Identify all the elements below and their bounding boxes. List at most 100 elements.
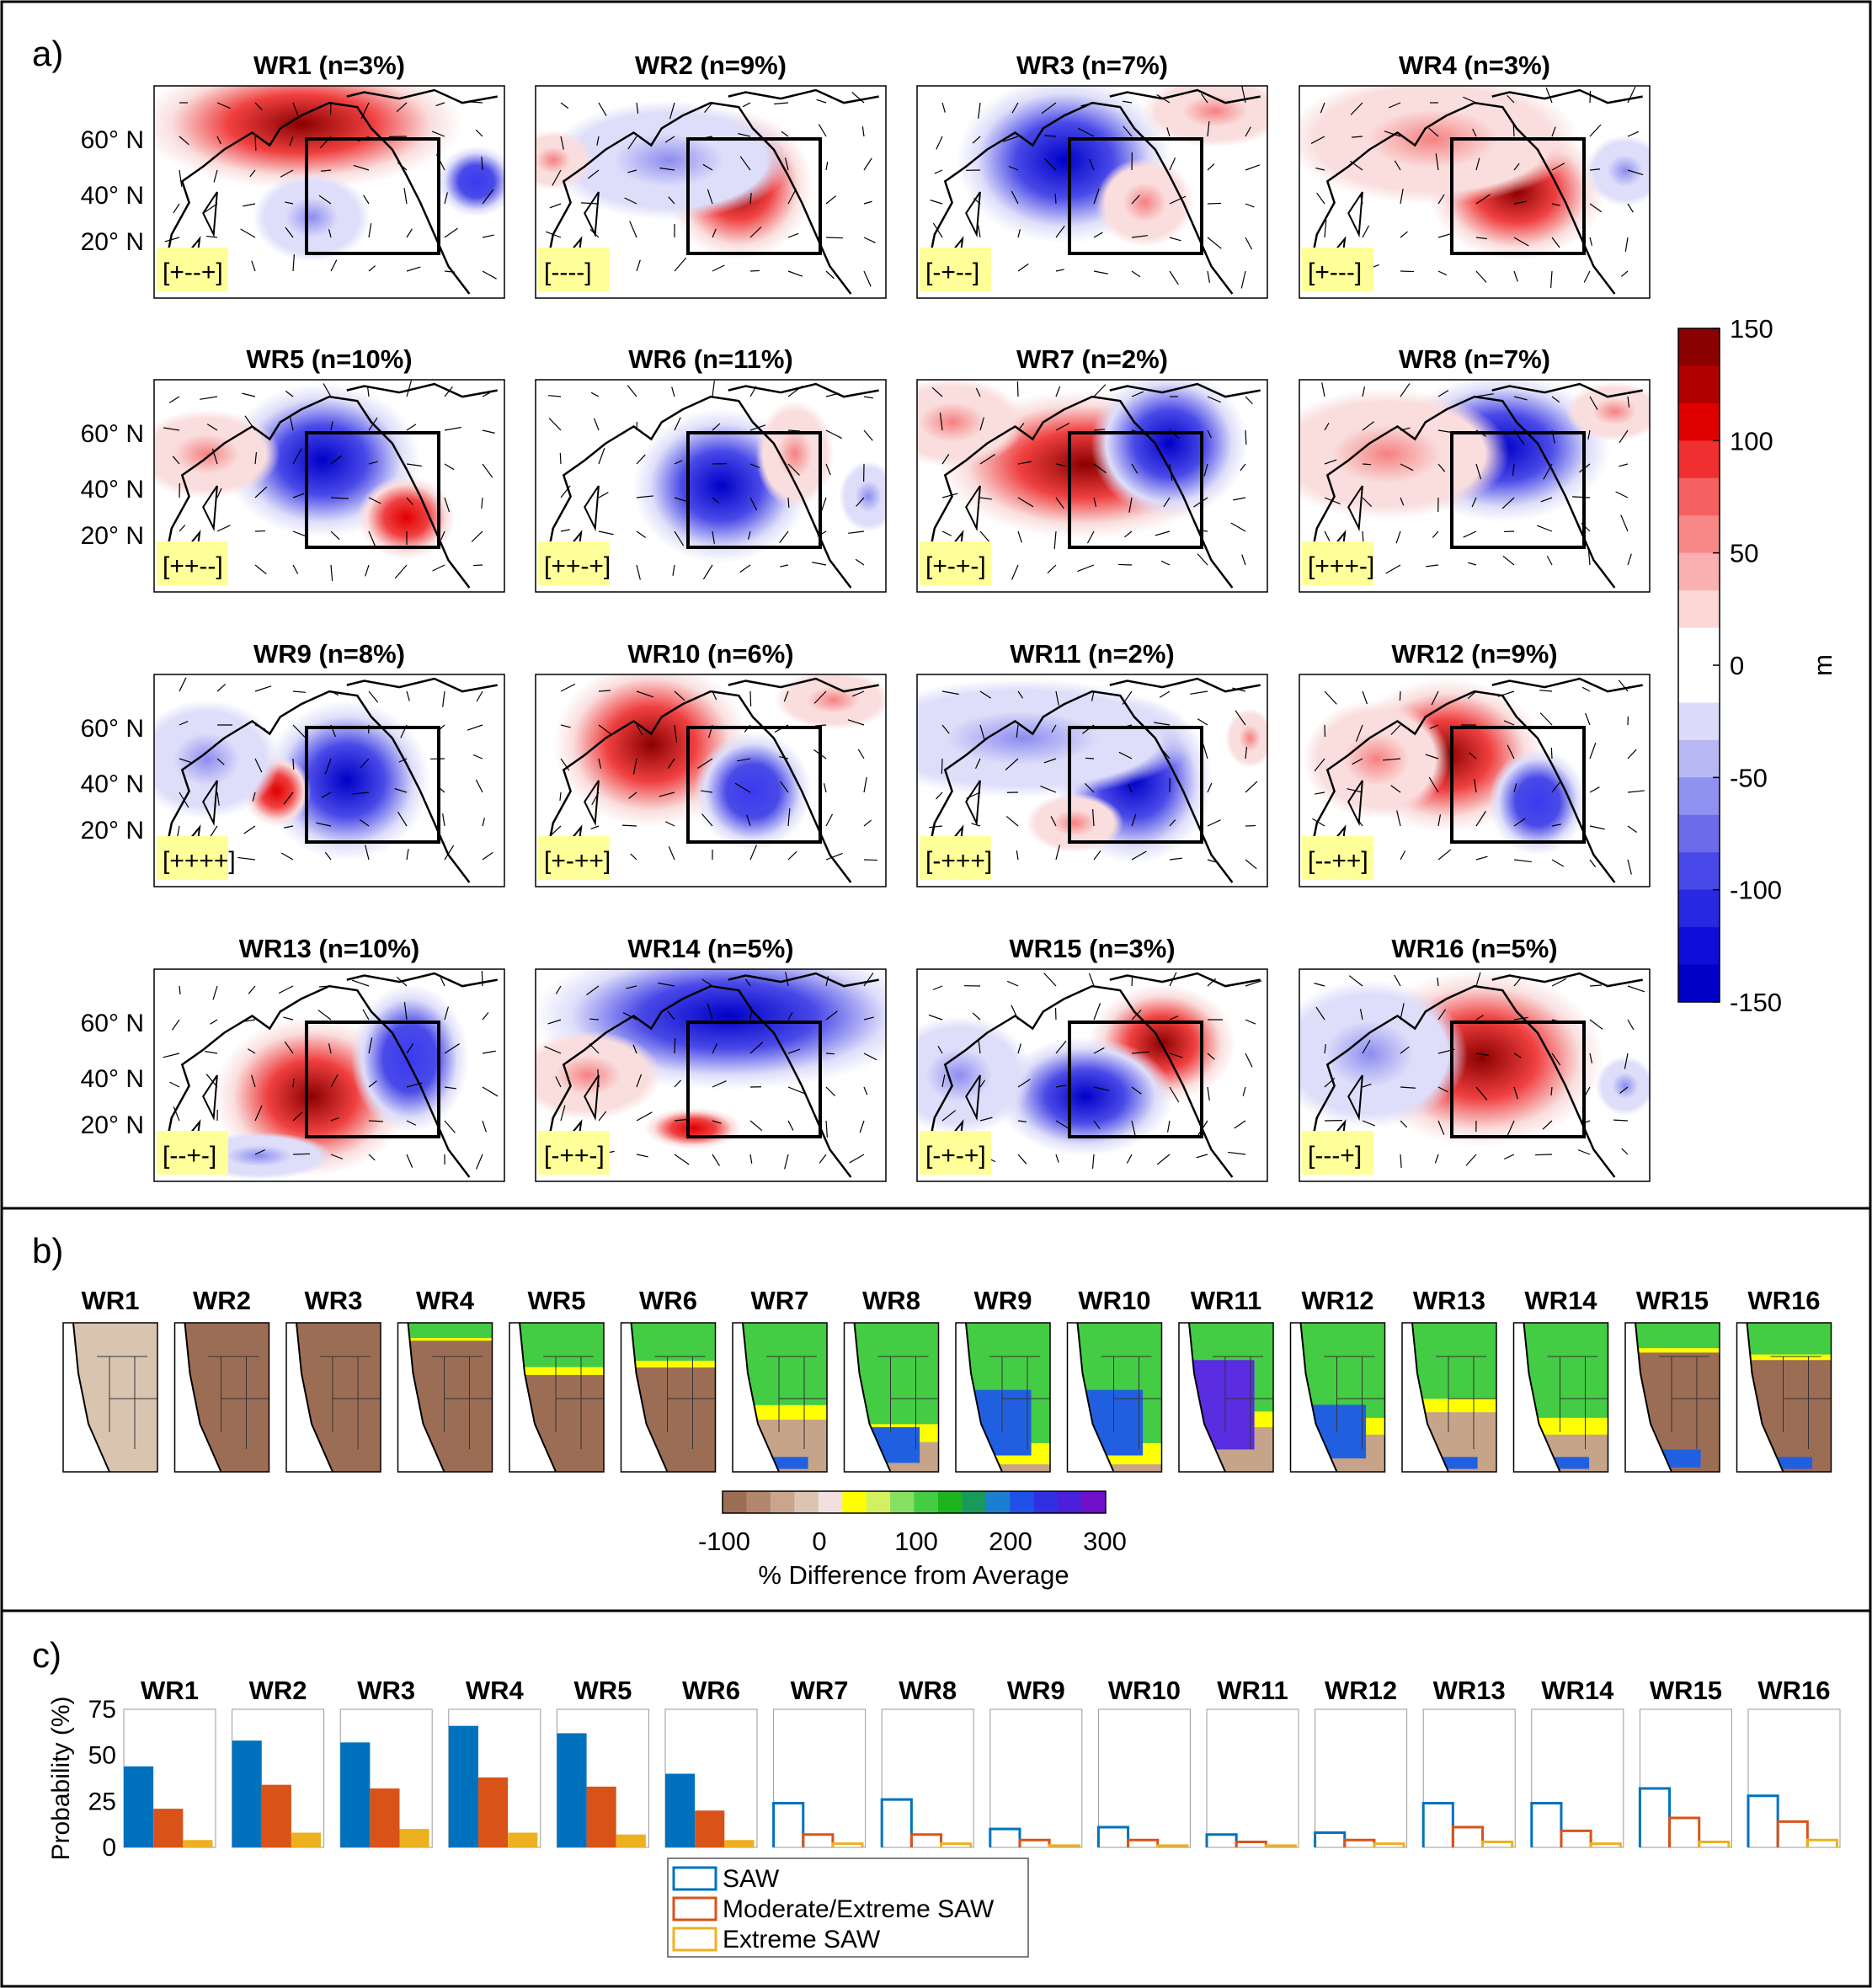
colorbar-geopotential: 150 100 50 0 -50 -100 -150 m [1677,314,1837,1017]
wind-arrow [1131,463,1139,474]
colorbar-tick-label: -50 [1730,763,1768,792]
wind-arrow [254,1149,266,1155]
wind-arrow [787,808,791,827]
wind-arrow [472,564,483,567]
wind-arrow [855,558,865,566]
wind-arrow [825,463,831,476]
wind-arrow [1169,857,1182,861]
wind-arrow [863,1053,877,1061]
wind-arrow [1124,530,1133,538]
precip-ocean [509,1323,556,1472]
wind-arrow [1078,127,1095,137]
map-frame [535,85,887,299]
wind-arrow [292,758,295,770]
wind-arrow [330,1117,339,1122]
wind-arrow [394,564,408,579]
code-label: [+--+] [163,258,223,286]
precip-map-7: WR7 [732,1286,828,1473]
wind-arrow [1589,984,1603,987]
wind-arrow [481,156,483,171]
wind-arrow [368,1154,376,1161]
wind-arrow [1240,463,1246,472]
colorbar-tick-label: 0 [1730,651,1744,680]
wind-arrow [284,825,294,829]
anomaly-blob [917,380,1026,467]
precip-map-title: WR5 [528,1286,586,1315]
wind-arrow [1314,983,1325,987]
wind-arrow [1512,463,1515,476]
wind-arrow [702,163,713,171]
anomaly-blob [546,100,792,220]
wind-arrow [444,1120,456,1133]
wind-arrow [1437,1086,1448,1093]
wind-arrow [351,979,370,987]
wind-arrow [560,724,571,728]
state-borders [1436,1356,1496,1449]
wind-arrow [749,1120,763,1132]
wind-arrow [979,417,984,431]
wind-arrow [1131,1086,1142,1095]
wind-arrow [627,136,637,150]
anomaly-map-12: WR12 (n=9%) [--++] [1299,639,1651,887]
map-frame [153,379,505,593]
probability-chart-2: WR2 [232,1676,325,1848]
anomaly-blob [536,130,593,190]
precip-map-title: WR1 [82,1286,140,1315]
precip-green-zone [1629,1323,1720,1349]
anomaly-map-7: WR7 (n=2%) [+-+-] [916,344,1268,593]
wind-arrow [1230,522,1246,532]
bar-outline-moderate-extreme-saw [1560,1829,1592,1847]
wind-arrow [671,386,675,397]
colorbar-unit: m [1808,654,1837,676]
code-label: [-+-+] [925,1142,986,1170]
y-tick-label: 75 [88,1696,116,1724]
wind-arrow [978,102,981,119]
wind-arrow [825,162,829,171]
wind-arrow [1437,390,1449,397]
wind-arrow [560,683,576,692]
precip-coastline [965,1322,1003,1473]
wind-arrow [701,813,713,827]
wind-arrow [1017,1154,1027,1165]
wind-arrow [283,791,294,805]
anomaly-blob [917,679,1194,798]
coastline [1110,973,1261,986]
wind-arrow [179,525,186,532]
domain-box [305,1021,440,1138]
wind-arrow [1550,747,1553,759]
wind-arrow [816,99,827,104]
coastline [347,384,498,397]
wind-arrow [1315,167,1325,171]
colorbar-label: % Difference from Average [758,1560,1069,1590]
wind-arrow [1315,1006,1325,1021]
legend-entry: Moderate/Extreme SAW [723,1895,995,1923]
wind-arrow [1093,497,1097,507]
wind-arrow [1437,849,1452,861]
wind-arrow [406,228,413,238]
code-label: [++++] [163,847,236,875]
wind-arrow [1351,136,1363,138]
wind-arrow [482,392,491,397]
map-frame [1299,379,1651,593]
anomaly-map-11: WR11 (n=2%) [-+++] [916,639,1268,887]
wind-arrow [1169,237,1181,242]
anomaly-blob [253,173,371,263]
latitude-label: 40° N [81,1065,144,1093]
wind-arrow [1245,203,1255,208]
precip-map-frame [1066,1322,1163,1473]
wind-arrow [1619,463,1629,467]
wind-arrow [598,724,612,735]
wind-arrow [626,985,637,989]
colorbar-tick-label: 100 [894,1527,938,1556]
wind-arrow [216,488,222,498]
wind-arrow [674,690,685,701]
wind-arrow [406,424,417,431]
wind-arrow [825,1086,836,1097]
wind-arrow [1169,195,1187,205]
wind-arrow [1513,1016,1528,1021]
wind-arrow [1201,93,1208,104]
colorbar-tick-label: 150 [1730,314,1773,344]
probability-chart-title: WR1 [141,1676,199,1705]
wind-arrow [787,497,790,509]
coastline [1306,103,1614,294]
